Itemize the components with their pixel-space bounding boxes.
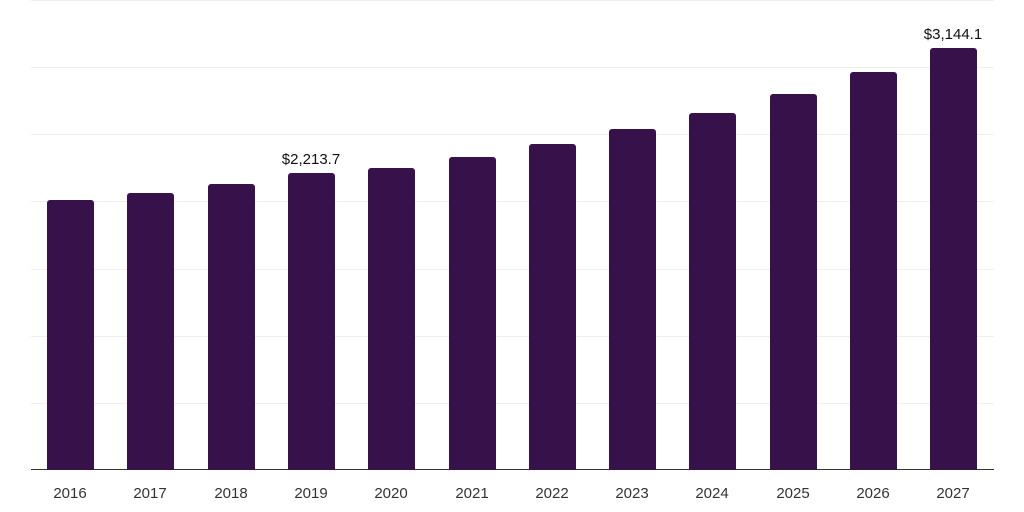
bar-2020[interactable] <box>368 168 415 470</box>
bar-2019[interactable] <box>288 173 335 470</box>
x-tick-label: 2020 <box>374 485 408 502</box>
plot-area <box>31 0 994 470</box>
x-tick-label: 2024 <box>695 485 729 502</box>
gridline <box>31 269 994 270</box>
data-label: $3,144.1 <box>923 26 983 43</box>
bar-2022[interactable] <box>529 144 576 470</box>
x-tick-label: 2025 <box>776 485 810 502</box>
x-tick-label: 2017 <box>133 485 167 502</box>
gridline <box>31 201 994 202</box>
x-tick-label: 2027 <box>936 485 970 502</box>
bar-2025[interactable] <box>770 94 817 470</box>
bar-2027[interactable] <box>930 48 977 470</box>
gridline <box>31 134 994 135</box>
bar-2021[interactable] <box>449 157 496 470</box>
x-tick-label: 2019 <box>294 485 328 502</box>
bar-2016[interactable] <box>47 200 94 470</box>
x-tick-label: 2016 <box>53 485 87 502</box>
x-tick-label: 2018 <box>214 485 248 502</box>
bar-2026[interactable] <box>850 72 897 470</box>
x-tick-label: 2022 <box>535 485 569 502</box>
bar-2018[interactable] <box>208 184 255 470</box>
x-axis-line <box>31 469 994 470</box>
gridline <box>31 0 994 1</box>
x-tick-label: 2026 <box>856 485 890 502</box>
gridline <box>31 67 994 68</box>
x-tick-label: 2021 <box>455 485 489 502</box>
bar-2023[interactable] <box>609 129 656 470</box>
bar-2024[interactable] <box>689 113 736 470</box>
gridline <box>31 403 994 404</box>
x-tick-label: 2023 <box>615 485 649 502</box>
gridline <box>31 336 994 337</box>
bar-2017[interactable] <box>127 193 174 470</box>
data-label: $2,213.7 <box>281 151 341 168</box>
